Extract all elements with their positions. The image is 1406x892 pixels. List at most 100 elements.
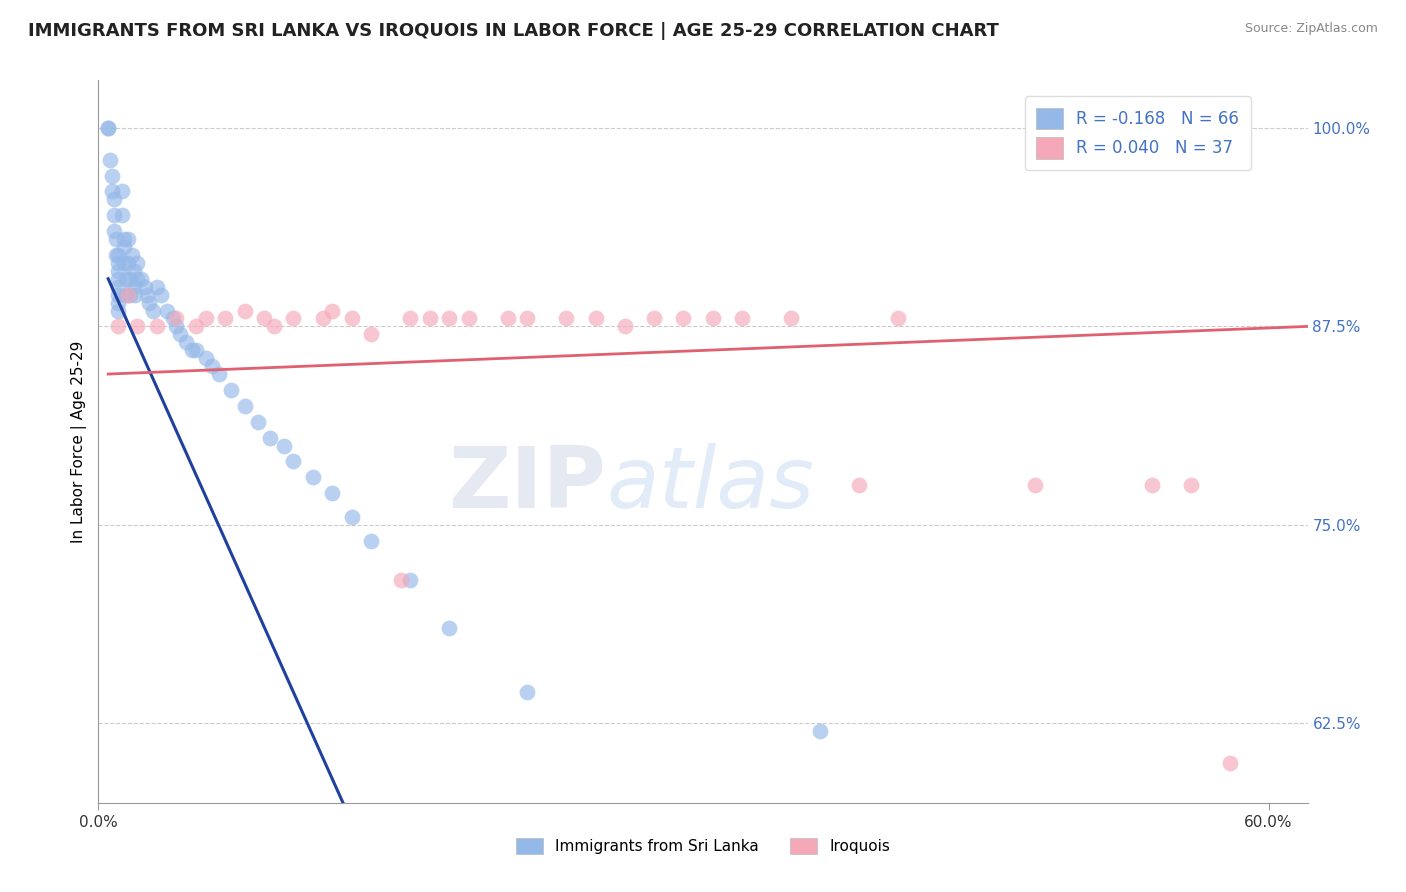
Point [321, 303, 343, 318]
Point [340, 311, 363, 326]
Point [702, 311, 724, 326]
Text: ZIP: ZIP [449, 443, 606, 526]
Point [419, 311, 441, 326]
Point [112, 240, 135, 254]
Point [122, 264, 145, 278]
Point [146, 319, 169, 334]
Point [184, 343, 207, 358]
Point [114, 272, 136, 286]
Point [169, 327, 191, 342]
Point [399, 574, 422, 588]
Point [219, 383, 242, 397]
Point [112, 232, 135, 246]
Point [273, 438, 295, 452]
Point [174, 335, 197, 350]
Point [887, 311, 910, 326]
Point [731, 311, 754, 326]
Point [103, 224, 125, 238]
Point [111, 208, 134, 222]
Point [107, 287, 129, 301]
Point [97, 120, 120, 135]
Point [555, 311, 578, 326]
Text: atlas: atlas [606, 443, 814, 526]
Text: IMMIGRANTS FROM SRI LANKA VS IROQUOIS IN LABOR FORCE | AGE 25-29 CORRELATION CHA: IMMIGRANTS FROM SRI LANKA VS IROQUOIS IN… [28, 22, 1000, 40]
Point [103, 208, 125, 222]
Point [848, 478, 870, 492]
Point [283, 311, 305, 326]
Point [360, 533, 382, 548]
Point [121, 248, 143, 262]
Point [643, 311, 665, 326]
Point [104, 248, 127, 262]
Point [107, 319, 129, 334]
Point [194, 311, 217, 326]
Point [194, 351, 217, 366]
Point [104, 232, 127, 246]
Point [146, 279, 169, 293]
Point [97, 120, 120, 135]
Point [496, 311, 519, 326]
Point [117, 232, 139, 246]
Point [283, 454, 305, 468]
Point [107, 279, 129, 293]
Point [439, 311, 461, 326]
Point [122, 279, 145, 293]
Point [165, 311, 187, 326]
Point [165, 319, 187, 334]
Point [181, 343, 204, 358]
Point [184, 319, 207, 334]
Point [200, 359, 222, 373]
Point [585, 311, 607, 326]
Point [214, 311, 236, 326]
Point [516, 311, 538, 326]
Point [111, 185, 134, 199]
Point [458, 311, 481, 326]
Legend: Immigrants from Sri Lanka, Iroquois: Immigrants from Sri Lanka, Iroquois [509, 832, 897, 860]
Point [1024, 478, 1046, 492]
Point [107, 303, 129, 318]
Point [117, 256, 139, 270]
Point [118, 287, 141, 301]
Point [233, 399, 256, 413]
Point [127, 256, 149, 270]
Point [247, 415, 270, 429]
Point [107, 264, 129, 278]
Point [439, 621, 461, 635]
Y-axis label: In Labor Force | Age 25-29: In Labor Force | Age 25-29 [72, 341, 87, 542]
Point [98, 153, 121, 167]
Point [162, 311, 184, 326]
Point [112, 256, 135, 270]
Point [136, 287, 159, 301]
Point [360, 327, 382, 342]
Point [312, 311, 335, 326]
Point [149, 287, 172, 301]
Point [208, 367, 231, 381]
Point [399, 311, 422, 326]
Point [1140, 478, 1163, 492]
Point [259, 431, 281, 445]
Point [134, 279, 156, 293]
Point [389, 574, 412, 588]
Point [118, 272, 141, 286]
Point [127, 319, 149, 334]
Point [124, 287, 146, 301]
Point [1219, 756, 1241, 770]
Point [114, 287, 136, 301]
Point [253, 311, 276, 326]
Point [107, 248, 129, 262]
Point [340, 510, 363, 524]
Point [142, 303, 165, 318]
Point [614, 319, 637, 334]
Point [321, 486, 343, 500]
Point [672, 311, 695, 326]
Point [127, 272, 149, 286]
Text: Source: ZipAtlas.com: Source: ZipAtlas.com [1244, 22, 1378, 36]
Point [302, 470, 325, 484]
Point [138, 295, 160, 310]
Point [808, 724, 831, 739]
Point [103, 193, 125, 207]
Point [779, 311, 801, 326]
Point [1180, 478, 1202, 492]
Point [107, 256, 129, 270]
Point [263, 319, 285, 334]
